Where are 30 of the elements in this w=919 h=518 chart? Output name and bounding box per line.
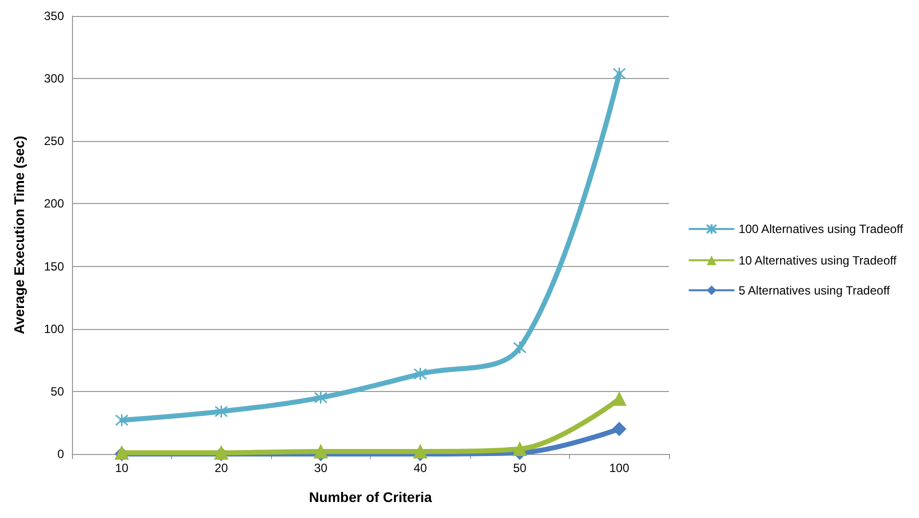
- point: [612, 422, 626, 436]
- point: [414, 367, 427, 381]
- legend-label: 10 Alternatives using Tradeoff: [738, 253, 898, 268]
- point: [214, 404, 228, 418]
- x-tick-label: 40: [414, 461, 428, 475]
- x-tick-label: 30: [314, 461, 328, 475]
- y-tick-label: 200: [44, 196, 64, 211]
- legend-label: 5 Alternatives using Tradeoff: [738, 283, 890, 298]
- point: [513, 340, 526, 354]
- x-tick-label: 20: [214, 461, 228, 475]
- y-axis-title: Average Execution Time (sec): [11, 136, 27, 334]
- y-tick-label: 100: [44, 322, 64, 336]
- y-tick-label: 50: [50, 384, 64, 398]
- point: [115, 413, 128, 427]
- point: [314, 444, 328, 458]
- x-tick-label: 10: [115, 461, 129, 475]
- y-tick-label: 300: [44, 72, 64, 86]
- legend-label: 100 Alternatives using Tradeoff: [738, 222, 904, 236]
- point: [314, 390, 328, 404]
- point: [512, 442, 527, 456]
- point: [612, 392, 626, 406]
- x-tick-label: 50: [513, 461, 527, 475]
- x-tick-label: 100: [609, 461, 630, 475]
- y-tick-label: 350: [44, 9, 64, 23]
- point: [413, 444, 428, 458]
- y-tick-label: 0: [57, 447, 64, 461]
- y-tick-label: 150: [44, 259, 64, 274]
- y-tick-label: 250: [44, 134, 64, 148]
- point: [612, 66, 626, 80]
- x-axis-title: Number of Criteria: [309, 489, 432, 505]
